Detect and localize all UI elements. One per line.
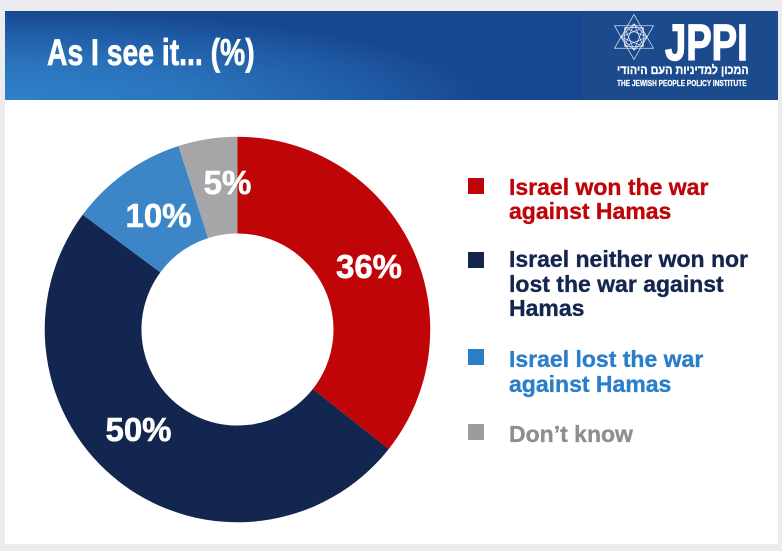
svg-text:10%: 10% bbox=[125, 197, 191, 234]
svg-text:50%: 50% bbox=[105, 411, 171, 448]
svg-text:5%: 5% bbox=[204, 164, 252, 201]
svg-text:36%: 36% bbox=[336, 248, 402, 285]
